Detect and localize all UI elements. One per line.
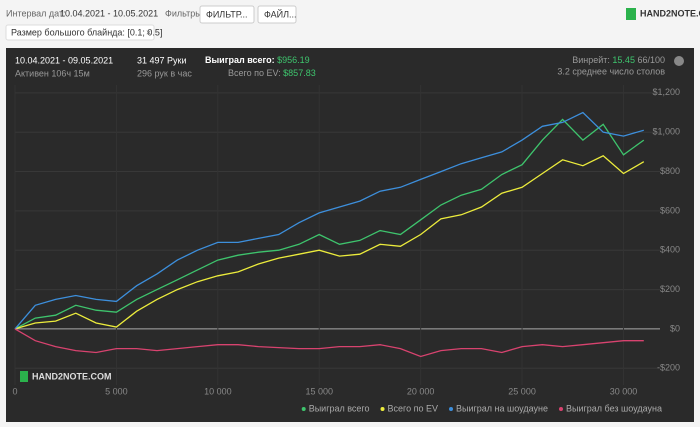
y-tick-label: $200	[660, 284, 680, 294]
file-button-text[interactable]: ФАЙЛ...	[264, 8, 297, 19]
winrate-label: Винрейт:	[572, 55, 610, 65]
hands-per-hour: 296 рук в час	[137, 68, 192, 78]
series-line	[14, 118, 645, 330]
legend-label: Выиграл на шоудауне	[456, 403, 548, 413]
y-tick-label: $400	[660, 245, 680, 255]
x-tick-label: 5 000	[105, 386, 128, 396]
won-label: Выиграл всего:	[205, 55, 275, 65]
y-tick-label: $1,200	[652, 87, 680, 97]
legend-label: Всего по EV	[388, 403, 438, 413]
date-range[interactable]: 10.04.2021 - 10.05.2021	[60, 8, 158, 18]
chip-text: Размер большого блайнда: [0.1; 0.5]	[11, 27, 162, 37]
y-tick-label: $600	[660, 205, 680, 215]
chip[interactable]	[5, 24, 155, 41]
series-line	[14, 155, 645, 330]
legend-label: Выиграл без шоудауна	[566, 403, 662, 413]
ev-label: Всего по EV:	[228, 68, 281, 78]
filters-label: Фильтры:	[165, 8, 204, 18]
won-value: $956.19	[277, 55, 310, 65]
ev-value: $857.83	[283, 68, 316, 78]
date-label: Интервал дат:	[6, 8, 66, 18]
panel	[6, 48, 694, 422]
settings-icon[interactable]	[674, 56, 684, 66]
filter-button[interactable]	[199, 5, 255, 24]
y-tick-label: $1,000	[652, 127, 680, 137]
legend-marker	[559, 407, 563, 411]
y-tick-label: $800	[660, 166, 680, 176]
active: Активен 106ч 15м	[15, 68, 90, 78]
winrate: Винрейт: 15.45 66/100	[572, 55, 665, 65]
won-total: Выиграл всего: $956.19	[205, 55, 310, 65]
logo-icon	[626, 8, 636, 20]
x-tick-label: 20 000	[407, 386, 435, 396]
x-tick-label: 30 000	[610, 386, 638, 396]
y-tick-label: -$200	[657, 363, 680, 373]
legend-marker	[449, 407, 454, 411]
x-tick-label: 0	[12, 386, 17, 396]
series-line	[14, 328, 644, 358]
winrate-unit: 66/100	[637, 55, 665, 65]
legend-marker	[380, 407, 385, 411]
watermark-icon	[20, 371, 28, 382]
legend-label: Выиграл всего	[309, 403, 370, 413]
filter-button-text[interactable]: ФИЛЬТР...	[206, 9, 248, 19]
tables: 3.2 среднее число столов	[557, 66, 665, 76]
x-tick-label: 10 000	[204, 386, 232, 396]
period: 10.04.2021 - 09.05.2021	[15, 55, 113, 65]
series-line	[14, 111, 644, 330]
watermark: HAND2NOTE.COM	[32, 371, 112, 381]
y-tick-label: $0	[670, 323, 680, 333]
ev-total: Всего по EV: $857.83	[228, 68, 316, 78]
hands: 31 497 Руки	[137, 55, 187, 65]
x-tick-label: 25 000	[508, 386, 536, 396]
logo: HAND2NOTE.COM	[640, 8, 700, 18]
file-button[interactable]	[257, 5, 297, 24]
chip-close[interactable]: ×	[146, 27, 151, 37]
winrate-value: 15.45	[612, 55, 635, 65]
legend-marker	[301, 407, 306, 411]
x-tick-label: 15 000	[305, 386, 333, 396]
